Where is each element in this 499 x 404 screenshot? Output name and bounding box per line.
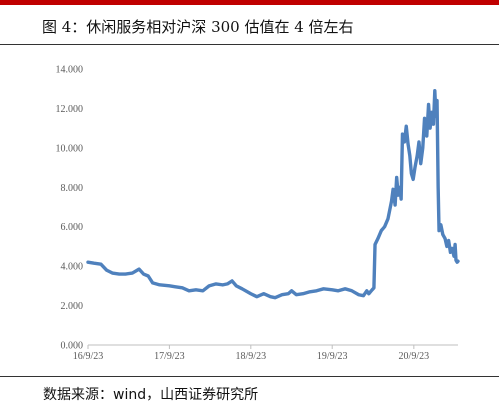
data-source-note: 数据来源：wind，山西证券研究所 [43, 387, 259, 403]
top-accent-bar [0, 0, 499, 5]
x-tick-label: 17/9/23 [154, 351, 185, 362]
y-tick-label: 4.000 [61, 262, 84, 273]
y-tick-label: 6.000 [61, 222, 84, 233]
y-axis-ticks: 0.000 2.000 4.000 6.000 8.000 10.000 12.000 14.… [56, 65, 84, 352]
x-tick-label: 18/9/23 [236, 351, 267, 362]
x-tick-label: 19/9/23 [317, 351, 348, 362]
y-tick-label: 12.000 [56, 104, 84, 115]
x-tick-label: 20/9/23 [399, 351, 430, 362]
x-axis: 16/9/23 17/9/23 18/9/23 19/9/23 20/9/23 [73, 344, 458, 362]
y-tick-label: 8.000 [61, 183, 84, 194]
y-tick-label: 2.000 [61, 301, 84, 312]
figure-title: 图 4：休闲服务相对沪深 300 估值在 4 倍左右 [42, 18, 354, 36]
y-tick-label: 10.000 [56, 143, 84, 154]
valuation-line [86, 88, 460, 300]
x-tick-label: 16/9/23 [73, 351, 104, 362]
bottom-divider [0, 376, 499, 377]
y-tick-label: 14.000 [56, 65, 84, 76]
line-chart: 0.000 2.000 4.000 6.000 8.000 10.000 12.000 14.… [56, 65, 460, 362]
title-divider [0, 44, 499, 45]
y-tick-label: 0.000 [61, 341, 84, 352]
